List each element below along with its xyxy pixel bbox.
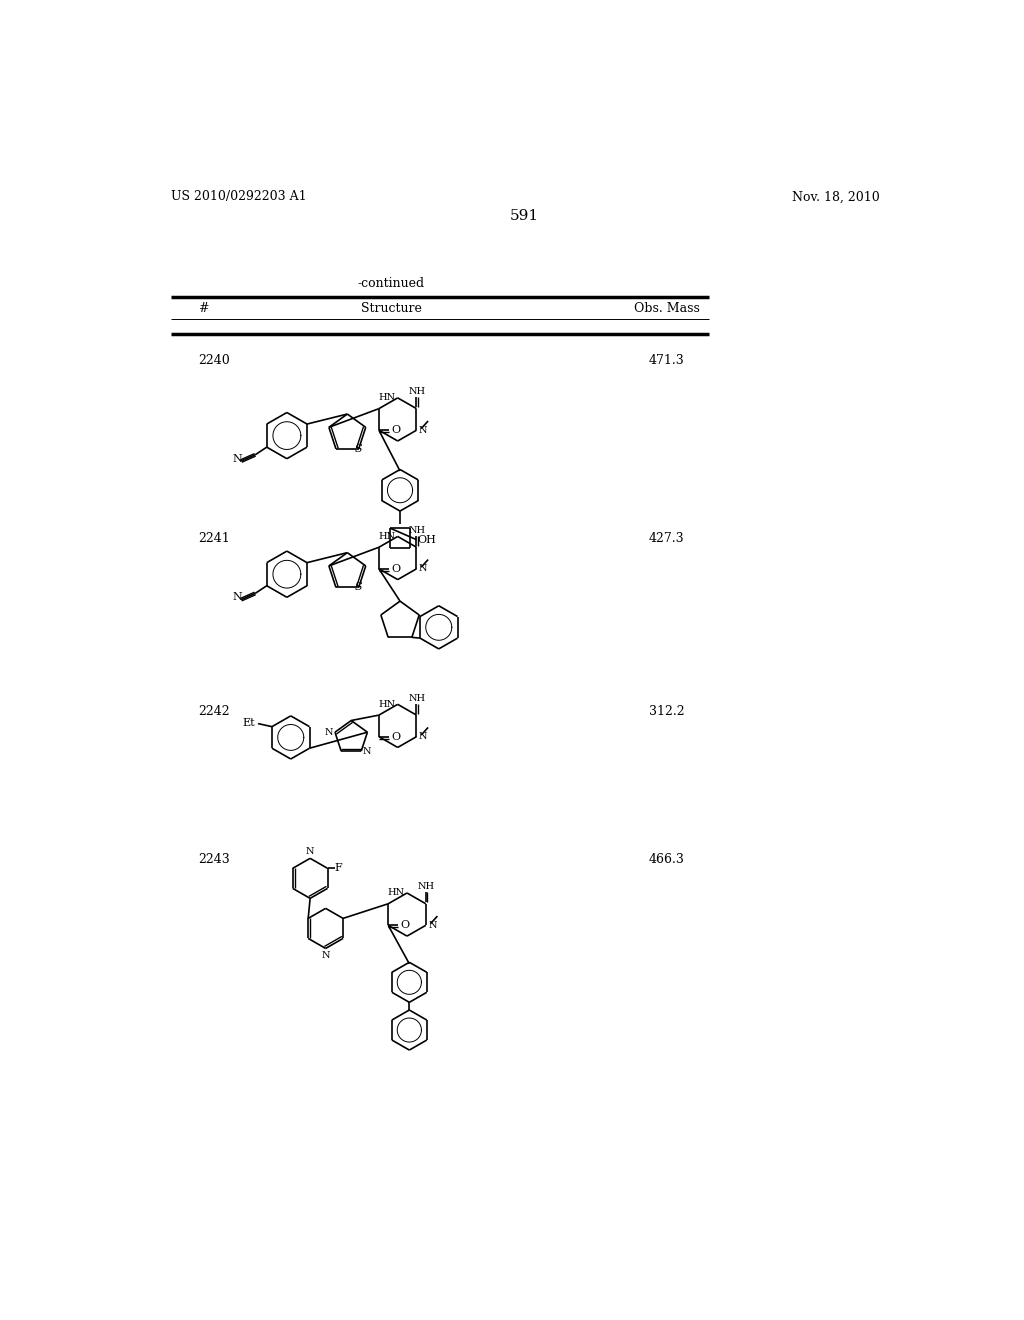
Text: US 2010/0292203 A1: US 2010/0292203 A1 (171, 190, 306, 203)
Text: Et: Et (243, 718, 255, 727)
Text: O: O (391, 425, 400, 436)
Text: N: N (419, 426, 427, 434)
Text: N: N (322, 950, 330, 960)
Text: HN: HN (378, 393, 395, 403)
Text: O: O (391, 564, 400, 574)
Text: 427.3: 427.3 (649, 532, 684, 545)
Text: N: N (362, 747, 372, 755)
Text: Nov. 18, 2010: Nov. 18, 2010 (792, 190, 880, 203)
Text: Structure: Structure (361, 302, 422, 315)
Text: N: N (325, 727, 334, 737)
Text: 2242: 2242 (198, 705, 229, 718)
Text: OH: OH (418, 535, 436, 545)
Text: N: N (232, 593, 242, 602)
Text: N: N (306, 847, 314, 855)
Text: N: N (419, 733, 427, 741)
Text: 2243: 2243 (198, 853, 229, 866)
Text: O: O (391, 731, 400, 742)
Text: NH: NH (409, 387, 426, 396)
Text: 2240: 2240 (198, 354, 229, 367)
Text: 466.3: 466.3 (648, 853, 685, 866)
Text: S: S (355, 444, 362, 454)
Text: N: N (232, 454, 242, 463)
Text: NH: NH (409, 694, 426, 702)
Text: 312.2: 312.2 (649, 705, 684, 718)
Text: NH: NH (418, 882, 435, 891)
Text: F: F (335, 863, 342, 874)
Text: N: N (419, 565, 427, 573)
Text: NH: NH (409, 525, 426, 535)
Text: HN: HN (387, 888, 404, 898)
Text: 591: 591 (510, 209, 540, 223)
Text: Obs. Mass: Obs. Mass (634, 302, 699, 315)
Text: HN: HN (378, 532, 395, 541)
Text: -continued: -continued (358, 277, 425, 290)
Text: N: N (428, 921, 436, 929)
Text: 2241: 2241 (198, 532, 229, 545)
Text: 471.3: 471.3 (649, 354, 684, 367)
Text: #: # (198, 302, 208, 315)
Text: HN: HN (378, 700, 395, 709)
Text: O: O (400, 920, 410, 931)
Text: S: S (355, 582, 362, 593)
